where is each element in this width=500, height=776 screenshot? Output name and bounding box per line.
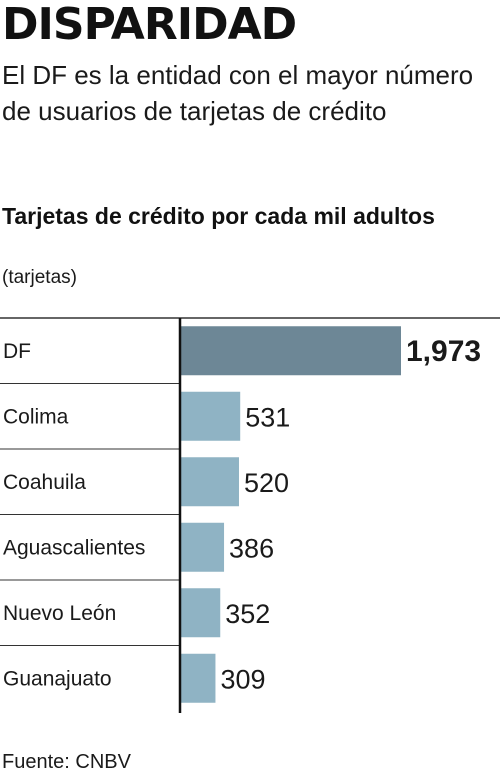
value-label-2: 520: [244, 468, 289, 498]
source-note: Fuente: CNBV: [2, 751, 131, 773]
value-label-0: 1,973: [406, 335, 481, 368]
category-label-0: DF: [3, 340, 31, 363]
value-label-4: 352: [225, 599, 270, 629]
value-label-1: 531: [245, 402, 290, 432]
category-label-4: Nuevo León: [3, 602, 116, 625]
bar-3: [181, 522, 225, 572]
bar-0: [181, 326, 401, 376]
bar-4: [181, 588, 221, 638]
value-label-3: 386: [229, 533, 274, 563]
category-label-3: Aguascalientes: [3, 536, 145, 559]
bar-2: [181, 457, 239, 507]
headline: DISPARIDAD: [2, 0, 297, 50]
category-label-1: Colima: [3, 405, 69, 428]
category-label-2: Coahuila: [3, 471, 86, 494]
bar-5: [181, 653, 216, 703]
value-label-5: 309: [220, 664, 265, 694]
subhead: El DF es la entidad con el mayor número …: [2, 60, 474, 126]
chart-unit-label: (tarjetas): [2, 267, 77, 288]
chart-title: Tarjetas de crédito por cada mil adultos: [2, 203, 435, 229]
bar-1: [181, 391, 241, 441]
category-label-5: Guanajuato: [3, 667, 112, 690]
